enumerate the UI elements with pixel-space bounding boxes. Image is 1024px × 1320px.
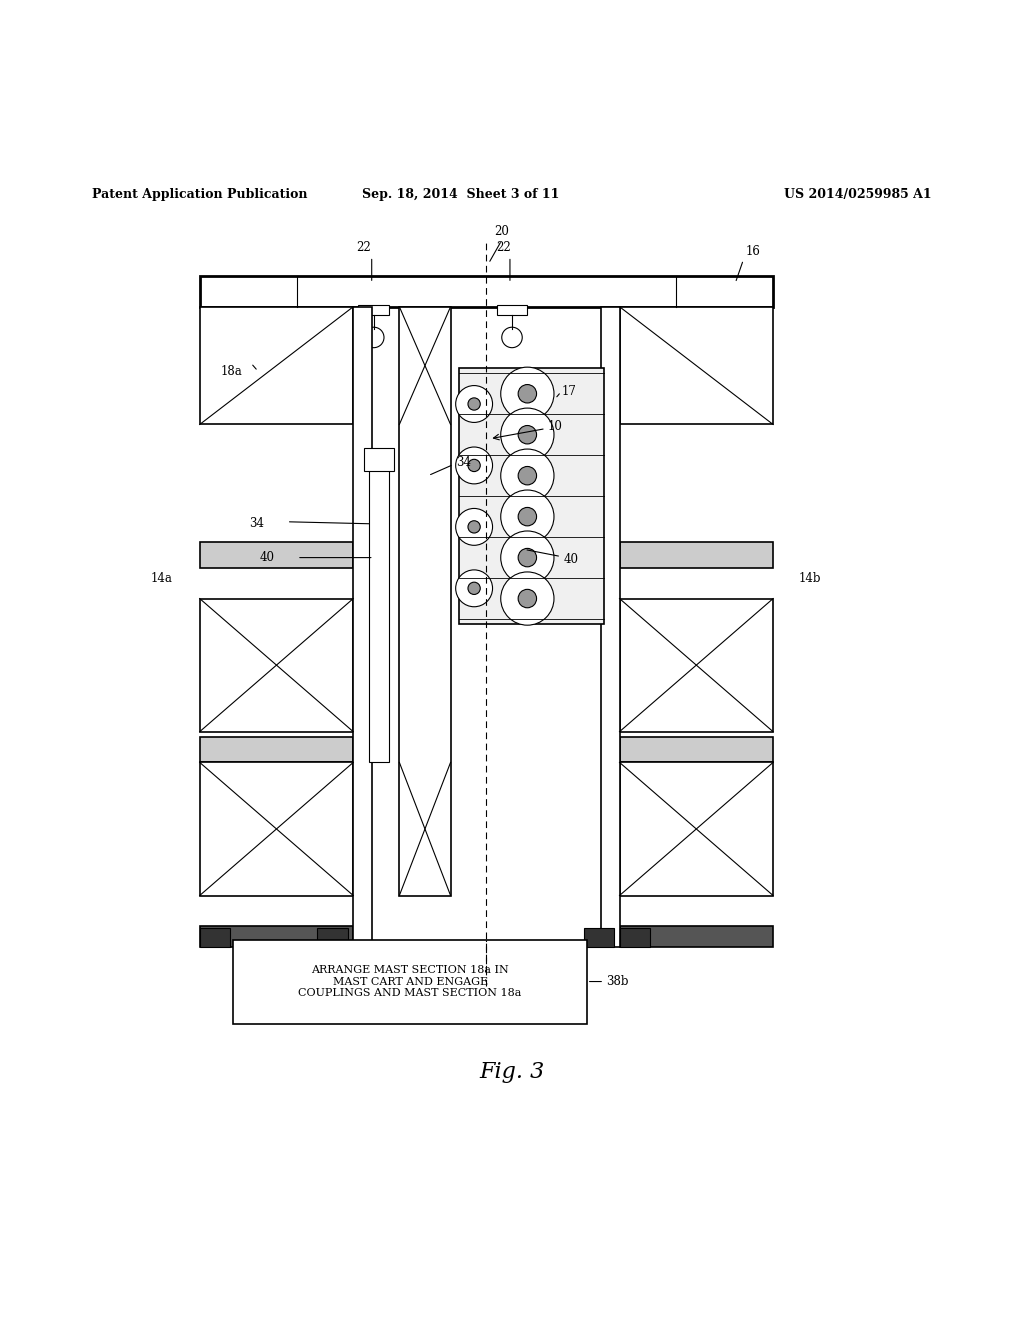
Bar bbox=[410, 973, 451, 986]
Bar bbox=[497, 305, 527, 315]
Text: 40: 40 bbox=[259, 552, 274, 564]
Circle shape bbox=[468, 582, 480, 594]
Circle shape bbox=[518, 466, 537, 484]
Bar bbox=[200, 543, 353, 568]
Bar bbox=[200, 598, 353, 731]
Bar bbox=[620, 598, 773, 731]
Circle shape bbox=[501, 367, 554, 420]
Circle shape bbox=[501, 531, 554, 585]
Text: 34: 34 bbox=[456, 455, 471, 469]
Text: 17: 17 bbox=[561, 385, 577, 399]
Bar bbox=[353, 306, 372, 946]
Text: Patent Application Publication: Patent Application Publication bbox=[92, 187, 307, 201]
Text: 22: 22 bbox=[497, 242, 511, 255]
Bar bbox=[459, 368, 604, 624]
Bar bbox=[364, 447, 394, 470]
Text: 38b: 38b bbox=[606, 975, 629, 989]
Circle shape bbox=[456, 385, 493, 422]
Circle shape bbox=[518, 507, 537, 525]
Text: 22: 22 bbox=[356, 242, 371, 255]
Bar bbox=[200, 927, 353, 946]
Text: 34: 34 bbox=[249, 517, 264, 531]
Bar bbox=[620, 763, 773, 895]
Circle shape bbox=[456, 447, 493, 484]
Circle shape bbox=[501, 490, 554, 544]
Circle shape bbox=[468, 397, 480, 411]
Bar bbox=[620, 737, 773, 763]
Circle shape bbox=[518, 589, 537, 607]
Text: Fig. 3: Fig. 3 bbox=[479, 1061, 545, 1082]
Circle shape bbox=[456, 508, 493, 545]
Bar bbox=[399, 944, 461, 962]
Text: 10: 10 bbox=[548, 420, 563, 433]
Circle shape bbox=[502, 327, 522, 347]
Text: 18a: 18a bbox=[220, 364, 242, 378]
Bar bbox=[369, 455, 389, 763]
Bar bbox=[620, 306, 773, 425]
Text: ARRANGE MAST SECTION 18a IN
MAST CART AND ENGAGE
COUPLINGS AND MAST SECTION 18a: ARRANGE MAST SECTION 18a IN MAST CART AN… bbox=[298, 965, 522, 998]
Bar bbox=[200, 763, 353, 895]
Circle shape bbox=[518, 384, 537, 403]
Bar bbox=[620, 928, 650, 946]
Bar bbox=[200, 737, 353, 763]
Bar bbox=[358, 305, 389, 315]
Text: 20: 20 bbox=[495, 226, 510, 238]
Circle shape bbox=[518, 548, 537, 566]
Circle shape bbox=[468, 520, 480, 533]
Text: US 2014/0259985 A1: US 2014/0259985 A1 bbox=[784, 187, 932, 201]
Bar bbox=[200, 306, 353, 425]
Circle shape bbox=[364, 327, 384, 347]
Text: 16: 16 bbox=[745, 244, 761, 257]
Bar bbox=[404, 960, 456, 975]
Bar bbox=[620, 927, 773, 946]
Bar bbox=[233, 940, 587, 1023]
Circle shape bbox=[518, 425, 537, 444]
Circle shape bbox=[501, 408, 554, 462]
Text: Sep. 18, 2014  Sheet 3 of 11: Sep. 18, 2014 Sheet 3 of 11 bbox=[362, 187, 559, 201]
Bar bbox=[601, 306, 620, 946]
Bar bbox=[200, 276, 773, 306]
Bar bbox=[200, 928, 230, 946]
Circle shape bbox=[468, 459, 480, 471]
Text: 40: 40 bbox=[563, 553, 579, 566]
Text: 14a: 14a bbox=[151, 572, 172, 585]
Circle shape bbox=[456, 570, 493, 607]
Bar bbox=[399, 306, 451, 895]
Bar bbox=[317, 928, 348, 946]
Bar bbox=[620, 543, 773, 568]
Circle shape bbox=[501, 449, 554, 503]
Text: 14b: 14b bbox=[799, 572, 821, 585]
Circle shape bbox=[501, 572, 554, 626]
Bar bbox=[584, 928, 614, 946]
